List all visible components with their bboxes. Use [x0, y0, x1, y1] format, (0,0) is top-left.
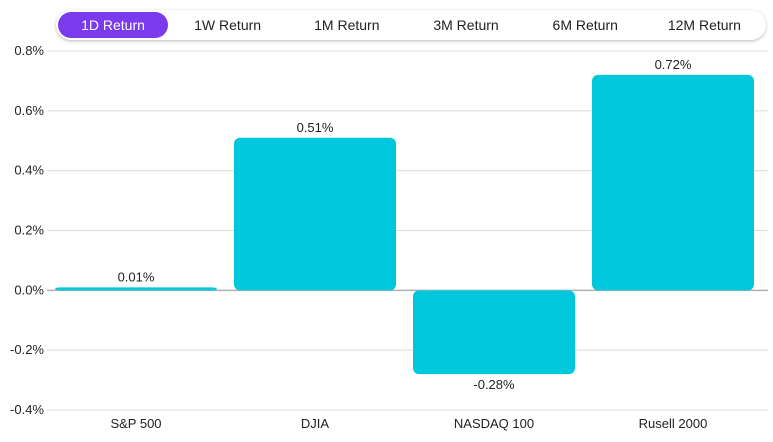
y-tick-label: -0.2% — [10, 342, 44, 357]
tab-6m-return[interactable]: 6M Return — [552, 17, 618, 33]
x-tick-label: S&P 500 — [110, 416, 161, 431]
data-label: -0.28% — [473, 377, 515, 392]
y-tick-label: 0.8% — [14, 43, 44, 58]
data-label: 0.01% — [118, 269, 155, 284]
bar — [413, 290, 575, 375]
y-tick-label: -0.4% — [10, 402, 44, 417]
x-tick-label: NASDAQ 100 — [454, 416, 534, 431]
tab-1w-return[interactable]: 1W Return — [194, 17, 262, 33]
bar — [55, 287, 217, 291]
y-tick-label: 0.2% — [14, 223, 44, 238]
return-period-tabs: 1D Return 1W Return 1M Return 3M Return … — [56, 10, 766, 40]
tab-3m-return[interactable]: 3M Return — [433, 17, 499, 33]
tab-1m-return[interactable]: 1M Return — [314, 17, 380, 33]
data-label: 0.72% — [655, 57, 692, 72]
bar — [234, 137, 396, 291]
tab-1d-return[interactable]: 1D Return — [58, 12, 168, 38]
y-tick-label: 0.4% — [14, 163, 44, 178]
tab-12m-return[interactable]: 12M Return — [667, 17, 741, 33]
y-tick-label: 0.0% — [14, 282, 44, 297]
y-tick-label: 0.6% — [14, 103, 44, 118]
x-tick-label: Rusell 2000 — [639, 416, 708, 431]
bar — [592, 74, 754, 291]
data-label: 0.51% — [297, 120, 334, 135]
x-tick-label: DJIA — [301, 416, 330, 431]
